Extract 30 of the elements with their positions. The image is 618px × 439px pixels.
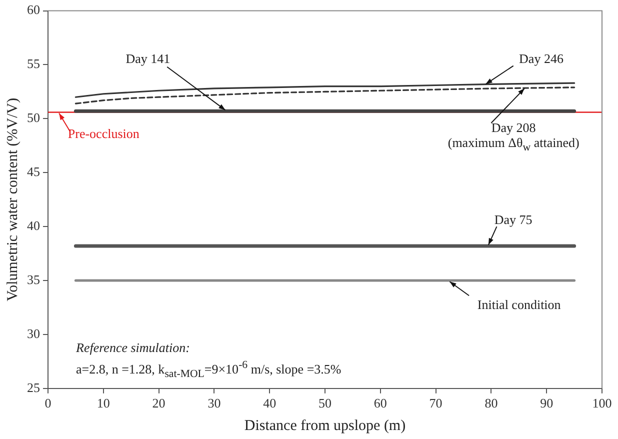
text: Day 141 [126,50,170,66]
y-tick-label: 50 [27,110,40,126]
line-series [74,86,576,104]
legend-label: Pre-occlusion [68,126,140,142]
x-tick-label: 0 [44,396,52,411]
x-tick-label: 50 [318,396,332,411]
x-tick-label: 80 [484,396,498,411]
y-tick-label: 25 [27,380,40,395]
y-tick-label: 45 [27,164,40,180]
x-tick-label: 100 [592,396,612,411]
x-tick-label: 90 [540,396,554,411]
x-tick-label: 60 [374,396,387,411]
annotation: a=2.8, n =1.28, k$_{sat-MOL}$=9×10$^{-6}$ m/s, slope =3.5% [76,358,342,382]
x-tick-label: 10 [96,396,110,411]
x-tick-label: 30 [208,396,221,411]
y-axis-title: Volumetric water content (%V/V) [4,98,21,302]
annotation: Reference simulation: [76,340,190,356]
x-tick-label: 20 [152,396,166,411]
series-label: Day 75 [494,212,532,227]
series-label: Day 246 [519,50,564,66]
x-axis-title: Distance from upslope (m) [244,418,406,434]
x-tick-label: 40 [263,396,276,411]
text: Day 208 (maximum Δθ$_{w}$ attained) [448,120,580,156]
series-label: Initial condition [477,296,561,312]
y-tick-label: 40 [27,218,40,233]
y-tick-label: 60 [27,2,40,18]
y-tick-label: 35 [27,272,40,287]
x-tick-label: 70 [429,396,442,411]
y-tick-label: 30 [27,326,40,341]
y-tick-label: 55 [27,56,40,72]
